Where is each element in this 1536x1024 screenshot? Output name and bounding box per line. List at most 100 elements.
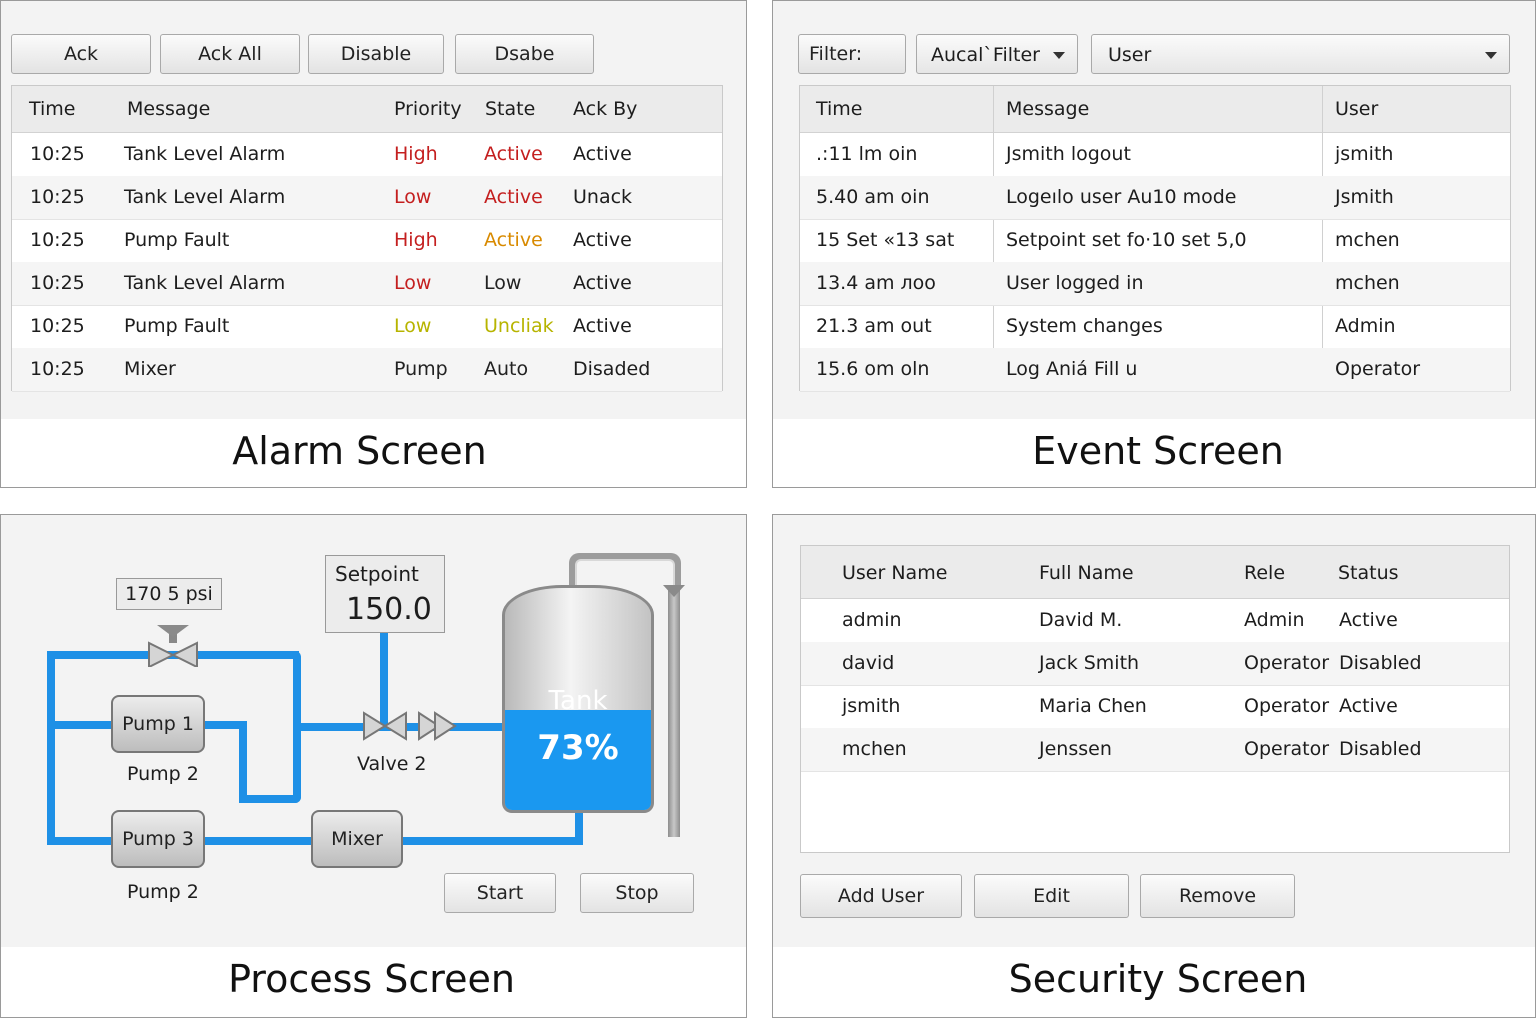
alarm-state: Low xyxy=(484,272,522,294)
table-row[interactable]: 15 Set «13 sat Setpoint set fo·10 set 5,0… xyxy=(800,219,1510,263)
table-row[interactable]: 5.40 am oin Logeılo user Au10 mode Jsmith xyxy=(800,176,1510,220)
col-user[interactable]: User xyxy=(1335,98,1379,120)
tank-label: Tank xyxy=(548,686,608,716)
pipe xyxy=(201,721,247,729)
pressure-value: 170 5 psi xyxy=(125,583,213,605)
setpoint-label: Setpoint xyxy=(335,562,419,586)
user-name: mchen xyxy=(842,738,907,760)
col-ack-by[interactable]: Ack By xyxy=(573,98,638,120)
pump-1-label: Pump 1 xyxy=(122,713,194,735)
overflow-downpipe xyxy=(668,585,680,837)
disable-button[interactable]: Disable xyxy=(308,34,444,74)
col-full-name[interactable]: Full Name xyxy=(1039,562,1134,584)
pump-1[interactable]: Pump 1 xyxy=(111,695,205,753)
table-row[interactable]: 13.4 am лоо User logged in mchen xyxy=(800,262,1510,306)
pump-3[interactable]: Pump 3 xyxy=(111,810,205,868)
alarm-screen-caption: Alarm Screen xyxy=(232,429,487,473)
column-divider xyxy=(1322,86,1323,390)
user-status: Disabled xyxy=(1339,652,1422,674)
pump-3-label: Pump 3 xyxy=(122,828,194,850)
stop-button[interactable]: Stop xyxy=(580,873,694,913)
table-row[interactable]: 21.3 am out System changes Admin xyxy=(800,305,1510,349)
arrow-down-icon xyxy=(663,585,685,597)
pipe xyxy=(293,651,301,803)
alarm-time: 10:25 xyxy=(30,229,85,251)
table-row[interactable]: 10:25 Tank Level Alarm Low Active Unack xyxy=(12,176,722,220)
table-row[interactable]: 10:25 Tank Level Alarm High Active Active xyxy=(12,133,722,177)
col-message[interactable]: Message xyxy=(1006,98,1090,120)
col-role[interactable]: Rele xyxy=(1244,562,1286,584)
event-time: 21.3 am out xyxy=(816,315,932,337)
user-dropdown-value: User xyxy=(1108,44,1152,66)
alarm-time: 10:25 xyxy=(30,186,85,208)
tank-fill xyxy=(505,709,651,810)
event-user: Operator xyxy=(1335,358,1421,380)
dsabe-button[interactable]: Dsabe xyxy=(455,34,594,74)
col-priority[interactable]: Priority xyxy=(394,98,462,120)
col-message[interactable]: Message xyxy=(127,98,211,120)
tank[interactable]: Tank 73% xyxy=(502,585,654,813)
event-user: mchen xyxy=(1335,272,1400,294)
add-user-button[interactable]: Add User xyxy=(800,874,962,918)
event-user: Admin xyxy=(1335,315,1396,337)
event-user: jsmith xyxy=(1335,143,1394,165)
table-row[interactable]: jsmith Maria Chen Operator Active xyxy=(801,685,1509,729)
user-status: Disabled xyxy=(1339,738,1422,760)
valve-1-icon[interactable] xyxy=(147,619,199,667)
alarm-time: 10:25 xyxy=(30,143,85,165)
alarm-state: Auto xyxy=(484,358,529,380)
column-divider xyxy=(993,86,994,390)
user-role: Operator xyxy=(1244,695,1330,717)
mixer[interactable]: Mixer xyxy=(311,810,403,868)
filter-dropdown[interactable]: Aucal`Filter xyxy=(916,34,1078,74)
filter-label: Filter: xyxy=(809,43,863,65)
user-status: Active xyxy=(1339,609,1398,631)
event-table-header: Time Message User xyxy=(800,86,1510,133)
alarm-message: Tank Level Alarm xyxy=(124,143,286,165)
ack-button[interactable]: Ack xyxy=(11,34,151,74)
alarm-ack-by: Disaded xyxy=(573,358,651,380)
alarm-priority: Low xyxy=(394,315,432,337)
table-row[interactable]: .:11 lm oin Jsmith logout jsmith xyxy=(800,133,1510,177)
filter-label-button[interactable]: Filter: xyxy=(798,34,906,74)
user-role: Admin xyxy=(1244,609,1305,631)
setpoint-value: 150.0 xyxy=(346,592,432,627)
col-time[interactable]: Time xyxy=(29,98,76,120)
edit-button[interactable]: Edit xyxy=(974,874,1129,918)
table-row[interactable]: 10:25 Pump Fault Low Uncliak Active xyxy=(12,305,722,349)
pipe xyxy=(380,631,388,727)
setpoint-box[interactable]: Setpoint 150.0 xyxy=(325,555,445,633)
table-row[interactable]: mchen Jenssen Operator Disabled xyxy=(801,728,1509,772)
col-state[interactable]: State xyxy=(485,98,536,120)
pipe xyxy=(47,651,55,845)
alarm-state: Active xyxy=(484,143,543,165)
alarm-message: Pump Fault xyxy=(124,229,230,251)
pump-1-sublabel: Pump 2 xyxy=(127,763,199,785)
user-table-header: User Name Full Name Rele Status xyxy=(801,546,1509,599)
user-table: User Name Full Name Rele Status admin Dav… xyxy=(800,545,1510,853)
alarm-table: Time Message Priority State Ack By 10:25… xyxy=(11,85,723,392)
table-row[interactable]: admin David M. Admin Active xyxy=(801,599,1509,643)
user-name: admin xyxy=(842,609,902,631)
full-name: Jenssen xyxy=(1039,738,1112,760)
event-time: .:11 lm oin xyxy=(816,143,918,165)
alarm-time: 10:25 xyxy=(30,358,85,380)
col-time[interactable]: Time xyxy=(816,98,863,120)
tank-level-text: 73% xyxy=(537,728,619,768)
table-row[interactable]: 10:25 Pump Fault High Active Active xyxy=(12,219,722,263)
pipe xyxy=(239,795,301,803)
user-name: david xyxy=(842,652,895,674)
col-user-name[interactable]: User Name xyxy=(842,562,948,584)
alarm-priority: High xyxy=(394,229,438,251)
valve-2-icon[interactable] xyxy=(362,711,408,741)
table-row[interactable]: 10:25 Mixer Pump Auto Disaded xyxy=(12,348,722,392)
table-row[interactable]: 10:25 Tank Level Alarm Low Low Active xyxy=(12,262,722,306)
user-dropdown[interactable]: User xyxy=(1091,34,1510,74)
remove-button[interactable]: Remove xyxy=(1140,874,1295,918)
table-row[interactable]: david Jack Smith Operator Disabled xyxy=(801,642,1509,686)
start-button[interactable]: Start xyxy=(444,873,556,913)
ack-all-button[interactable]: Ack All xyxy=(160,34,300,74)
user-name: jsmith xyxy=(842,695,901,717)
table-row[interactable]: 15.6 om oln Log Aniá Fill u Operator xyxy=(800,348,1510,392)
col-status[interactable]: Status xyxy=(1338,562,1399,584)
